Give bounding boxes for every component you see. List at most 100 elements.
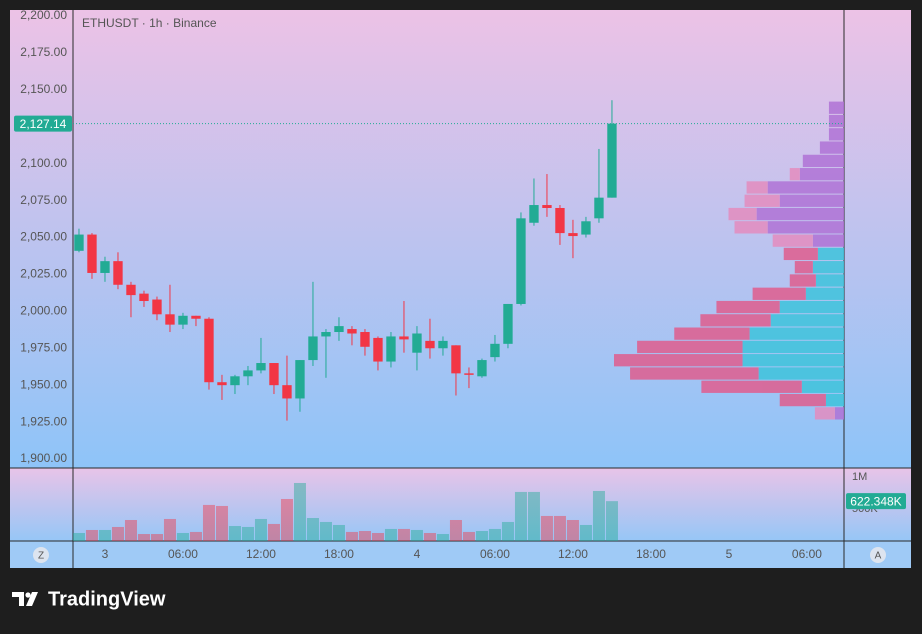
volume-bar xyxy=(410,529,423,541)
candle-body xyxy=(204,318,214,383)
profile-down xyxy=(674,327,750,340)
volume-bar xyxy=(228,526,241,541)
candle-body xyxy=(178,315,188,325)
profile-up xyxy=(779,194,844,207)
button[interactable]: Z xyxy=(33,547,49,563)
volume-tick-label: 1M xyxy=(852,471,867,483)
candle-body xyxy=(425,340,435,349)
profile-down xyxy=(728,207,757,221)
profile-up xyxy=(779,300,844,314)
profile-down xyxy=(734,221,768,234)
candle-body xyxy=(542,205,552,208)
y-tick-label: 1,975.00 xyxy=(20,340,67,354)
profile-up xyxy=(756,207,844,221)
y-tick-label: 2,050.00 xyxy=(20,230,67,244)
profile-down xyxy=(789,274,816,287)
volume-bar xyxy=(319,521,332,541)
volume-bar xyxy=(592,490,605,541)
profile-up xyxy=(805,287,844,300)
profile-down xyxy=(814,407,835,420)
x-tick-label: 06:00 xyxy=(168,547,198,561)
candle-body xyxy=(386,336,396,362)
time-axis xyxy=(10,541,911,568)
x-tick-label: 18:00 xyxy=(636,547,666,561)
x-tick-label: 12:00 xyxy=(558,547,588,561)
profile-down xyxy=(700,314,771,327)
y-tick-label: 2,200.00 xyxy=(20,8,67,22)
profile-up xyxy=(828,114,844,128)
x-tick-label: 06:00 xyxy=(480,547,510,561)
volume-bar xyxy=(150,534,163,541)
profile-up xyxy=(742,340,844,354)
volume-bar xyxy=(553,515,566,541)
x-tick-label: 12:00 xyxy=(246,547,276,561)
x-tick-label: 3 xyxy=(102,547,109,561)
profile-down xyxy=(716,300,780,314)
candle-body xyxy=(399,336,409,340)
candle-body xyxy=(269,363,279,386)
volume-bar xyxy=(137,534,150,541)
profile-up xyxy=(817,247,844,261)
volume-bar xyxy=(449,519,462,541)
profile-up xyxy=(802,154,844,168)
x-tick-label: 5 xyxy=(726,547,733,561)
last-price-badge xyxy=(14,115,72,132)
last-price-label: 2,127.14 xyxy=(20,117,67,131)
candle-body xyxy=(243,370,253,377)
x-tick-label: 06:00 xyxy=(792,547,822,561)
volume-bar xyxy=(566,519,579,541)
candle-body xyxy=(529,205,539,223)
button-label[interactable]: A xyxy=(875,551,882,562)
volume-bar xyxy=(267,523,280,541)
candle-body xyxy=(373,337,383,362)
candle-body xyxy=(217,382,227,386)
candle-body xyxy=(360,332,370,347)
volume-bar xyxy=(254,518,267,541)
volume-bar xyxy=(345,531,358,541)
profile-down xyxy=(637,340,743,354)
volume-bar xyxy=(462,531,475,541)
profile-up xyxy=(812,234,844,247)
volume-bar xyxy=(540,515,553,541)
profile-up xyxy=(828,128,844,141)
profile-up xyxy=(825,393,844,407)
candle-body xyxy=(165,314,175,325)
y-tick-label: 2,025.00 xyxy=(20,267,67,281)
candle-body xyxy=(87,234,97,273)
candle-body xyxy=(438,340,448,349)
profile-down xyxy=(614,354,743,367)
candle-body xyxy=(347,329,357,334)
volume-bar xyxy=(85,529,98,541)
candle-body xyxy=(477,360,487,377)
candle-body xyxy=(321,332,331,337)
volume-bar xyxy=(423,532,436,541)
volume-bar xyxy=(527,491,540,541)
button[interactable]: A xyxy=(870,547,886,563)
volume-bar xyxy=(579,524,592,541)
volume-bar xyxy=(124,519,137,541)
profile-down xyxy=(630,367,759,380)
profile-up xyxy=(801,380,844,393)
candle-body xyxy=(568,233,578,237)
volume-bar xyxy=(176,532,189,541)
volume-bar xyxy=(332,524,345,541)
last-volume-label: 622.348K xyxy=(850,494,901,508)
button-label[interactable]: Z xyxy=(38,551,44,562)
volume-bar xyxy=(501,521,514,541)
volume-bar xyxy=(293,482,306,541)
y-tick-label: 2,075.00 xyxy=(20,193,67,207)
y-tick-label: 2,175.00 xyxy=(20,45,67,59)
chart-title: ETHUSDT · 1h · Binance xyxy=(82,16,217,30)
y-tick-label: 2,000.00 xyxy=(20,304,67,318)
candle-body xyxy=(100,261,110,273)
candle-body xyxy=(464,373,474,375)
profile-up xyxy=(799,168,844,181)
candle-body xyxy=(451,345,461,374)
volume-bar xyxy=(371,532,384,541)
candle-body xyxy=(412,333,422,353)
candle-body xyxy=(607,123,617,198)
profile-up xyxy=(767,221,844,234)
profile-down xyxy=(744,194,780,207)
candle-body xyxy=(256,363,266,371)
candle-body xyxy=(594,197,604,219)
